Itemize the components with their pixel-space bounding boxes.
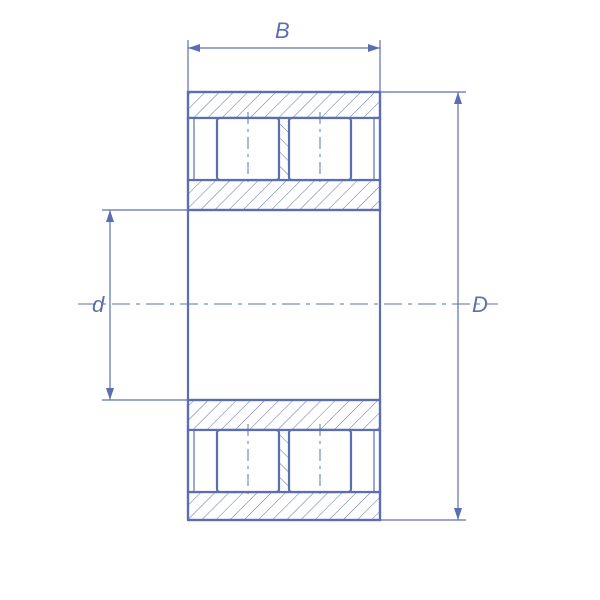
cage-rib-bottom [279, 430, 289, 492]
inner-race-top [188, 180, 380, 210]
arrowhead [368, 44, 380, 52]
outer-race-top [188, 92, 380, 118]
inner-race-bottom [188, 400, 380, 430]
label-d: d [92, 292, 105, 317]
arrowhead [454, 92, 462, 104]
label-D: D [472, 292, 488, 317]
bearing-diagram: Bd D [0, 0, 600, 600]
arrowhead [454, 508, 462, 520]
cage-rib-top [279, 118, 289, 180]
outer-race-bottom [188, 492, 380, 520]
arrowhead [106, 388, 114, 400]
arrowhead [188, 44, 200, 52]
label-B: B [275, 18, 290, 43]
arrowhead [106, 210, 114, 222]
